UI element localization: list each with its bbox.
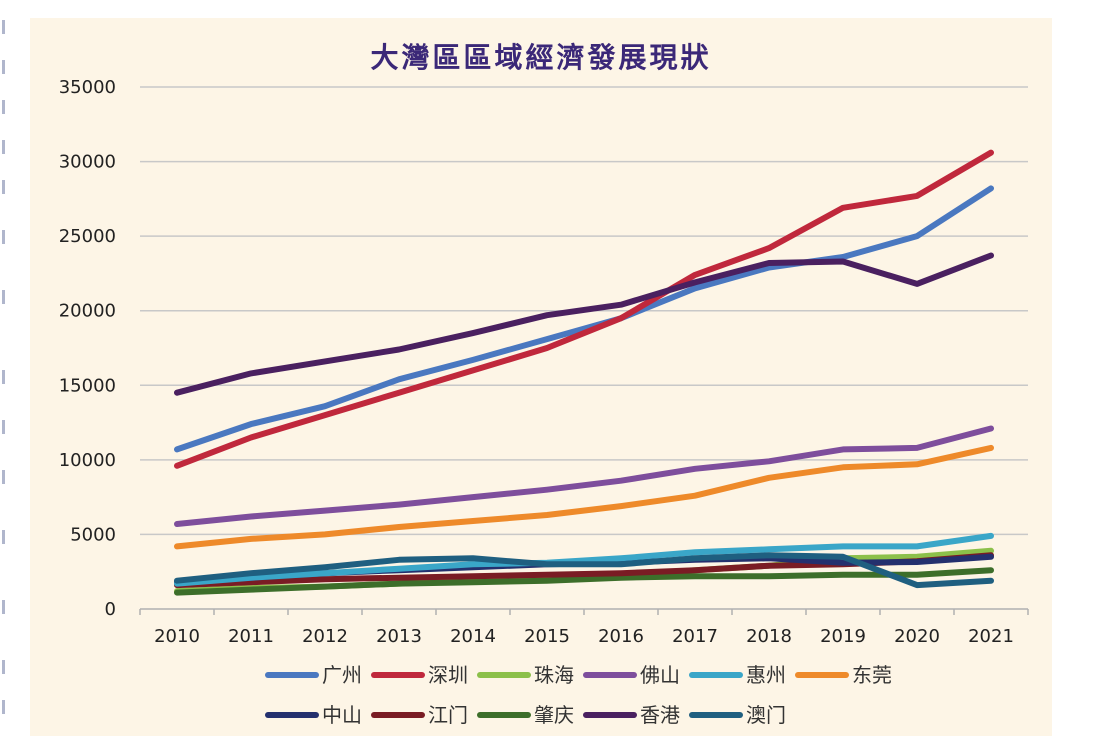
series-line-10 <box>174 252 994 396</box>
y-tick-label: 25000 <box>59 226 116 247</box>
x-tick-label: 2013 <box>376 626 422 647</box>
legend-label: 香港 <box>640 703 680 727</box>
y-tick-label: 30000 <box>59 152 116 173</box>
x-tick-label: 2020 <box>894 626 940 647</box>
series-line-9 <box>174 567 994 596</box>
chart-title: 大灣區區域經濟發展現狀 <box>370 41 712 74</box>
y-tick-label: 15000 <box>59 375 116 396</box>
x-tick-label: 2014 <box>450 626 496 647</box>
x-tick-label: 2012 <box>302 626 348 647</box>
legend-label: 肇庆 <box>534 703 574 727</box>
x-tick-label: 2011 <box>228 626 274 647</box>
left-edge-strip <box>0 0 20 740</box>
series-line-2 <box>174 149 994 469</box>
line-chart: 0 5000 10000 15000 20000 25000 30000 35000 2010 2… <box>59 77 1029 727</box>
series-line-11 <box>174 552 994 589</box>
x-tick-label: 2016 <box>598 626 644 647</box>
series-line-1 <box>174 185 994 453</box>
legend-label: 江门 <box>428 703 468 727</box>
legend-label: 珠海 <box>534 663 574 687</box>
y-tick-label: 10000 <box>59 450 116 471</box>
x-tick-label: 2017 <box>672 626 718 647</box>
y-tick-label: 35000 <box>59 77 116 98</box>
legend-label: 广州 <box>322 663 362 687</box>
y-tick-label: 0 <box>105 599 116 620</box>
right-margin <box>1052 0 1118 740</box>
series-line-6 <box>174 444 994 550</box>
y-tick-label: 5000 <box>70 524 116 545</box>
legend-label: 惠州 <box>746 663 786 687</box>
x-tick-label: 2015 <box>524 626 570 647</box>
legend-label: 澳门 <box>746 703 786 727</box>
series-line-5 <box>174 532 994 587</box>
y-tick-label: 20000 <box>59 301 116 322</box>
chart-panel: 大灣區區域經濟發展現狀 0 5000 10000 15000 20000 25000 300… <box>30 18 1052 736</box>
x-tick-label: 2010 <box>154 626 200 647</box>
legend-label: 中山 <box>322 703 362 727</box>
legend-label: 东莞 <box>852 663 892 687</box>
x-tick-label: 2021 <box>968 626 1014 647</box>
x-tick-label: 2018 <box>746 626 792 647</box>
series-line-4 <box>174 425 994 527</box>
legend-label: 佛山 <box>640 663 680 687</box>
legend-label: 深圳 <box>428 663 468 687</box>
x-tick-label: 2019 <box>820 626 866 647</box>
